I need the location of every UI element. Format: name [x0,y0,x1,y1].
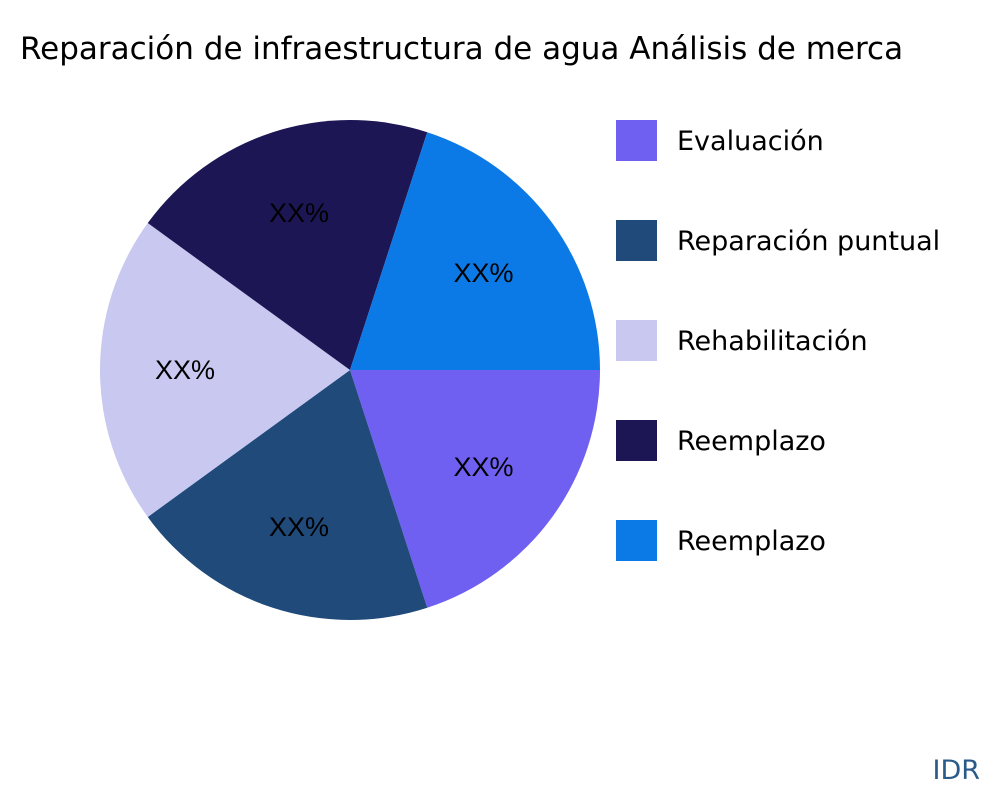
pie-slice [100,223,350,517]
slice-label: XX% [269,512,329,542]
legend-swatch [616,520,657,561]
legend-swatch [616,220,657,261]
legend-label: Evaluación [677,126,824,157]
legend: Evaluación Reparación puntual Rehabilitaci… [616,120,940,561]
pie-slices [100,120,600,620]
slice-label: XX% [453,258,513,288]
slice-label: XX% [155,355,215,385]
legend-label: Rehabilitación [677,326,868,357]
legend-label: Reemplazo [677,426,826,457]
pie-slice [147,370,428,620]
legend-swatch [616,120,657,161]
slice-label: XX% [453,452,513,482]
slice-labels: XX% XX% XX% XX% XX% [155,198,514,542]
pie-slice [350,132,600,370]
chart-title: Reparación de infraestructura de agua An… [20,31,903,67]
legend-label: Reparación puntual [677,226,940,257]
pie-slice [350,370,600,608]
watermark-logo: IDR [932,755,980,786]
slice-label: XX% [269,198,329,228]
pie-slice [147,120,428,370]
legend-label: Reemplazo [677,526,826,557]
legend-swatch [616,420,657,461]
legend-swatch [616,320,657,361]
